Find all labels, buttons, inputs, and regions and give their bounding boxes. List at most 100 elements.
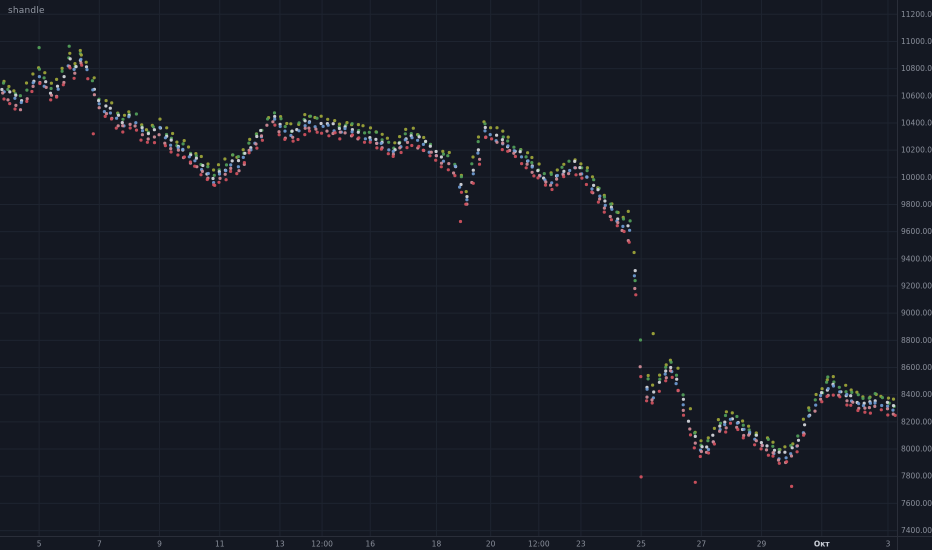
data-dot-upper-band: [562, 162, 566, 166]
data-dot-close: [610, 207, 614, 211]
data-dot-mid-light: [765, 444, 769, 448]
data-dot-mid-light: [777, 450, 781, 454]
data-dot-low-soft: [49, 93, 54, 97]
data-dot-close: [115, 116, 119, 120]
data-dot-high: [315, 116, 319, 120]
data-dot-upper-band: [165, 126, 169, 130]
time-axis[interactable]: 5 7 9 11 13 12:00 16 18 20 12:00 23 25 27 29 Окт 3: [37, 540, 891, 549]
outlier-dot: [212, 183, 216, 187]
data-dot-mid-light: [428, 144, 432, 148]
data-dot-mid-light: [705, 445, 709, 449]
data-dot-upper-band: [127, 110, 131, 114]
data-dot-upper-band: [688, 407, 693, 411]
data-dot-upper-band: [825, 378, 829, 382]
data-dot-upper-band: [356, 123, 360, 127]
indicator-label[interactable]: shandle: [8, 6, 45, 16]
data-dot-mid-light: [686, 419, 691, 423]
data-dot-low: [375, 146, 379, 150]
data-dot-high: [121, 117, 125, 121]
data-dot-close: [845, 392, 849, 397]
data-dot-low-soft: [447, 162, 451, 166]
data-dot-upper-band: [646, 373, 650, 378]
data-dot-upper-band: [724, 410, 729, 414]
data-dot-low: [182, 155, 186, 159]
data-dot-mid-light: [290, 129, 294, 133]
outlier-dot: [458, 219, 463, 224]
data-dot-low: [229, 169, 233, 173]
data-dot-low: [555, 183, 559, 187]
data-dot-low: [622, 229, 626, 234]
data-dot-low: [459, 190, 464, 194]
data-dot-high: [236, 155, 240, 159]
data-dot-close: [421, 142, 425, 146]
data-dot-low: [103, 114, 107, 118]
outlier-dot: [790, 484, 794, 488]
price-axis[interactable]: 11200.00 11000.00 10800.00 10600.00 10400.00…: [901, 10, 932, 535]
data-dot-low-soft: [452, 171, 456, 175]
price-axis-label: 8000.00: [901, 445, 932, 454]
data-dot-low: [825, 394, 829, 399]
data-dot-low: [650, 401, 654, 405]
data-dot-low-soft: [578, 172, 583, 176]
data-dot-mid-light: [500, 138, 504, 142]
data-dot-upper-band: [447, 150, 451, 155]
data-dot-low-soft: [650, 398, 654, 402]
data-dot-close: [706, 447, 711, 452]
data-dot-low: [399, 150, 403, 155]
data-dot-high: [585, 169, 589, 173]
data-dot-low: [307, 129, 312, 133]
data-dot-mid-light: [120, 121, 124, 125]
time-axis-label: 20: [486, 540, 496, 549]
data-dot-high: [813, 398, 817, 402]
data-dot-low: [434, 158, 438, 162]
data-dot-high: [621, 217, 626, 221]
data-dot-low: [609, 218, 614, 222]
data-dot-high: [542, 172, 546, 176]
data-dot-high: [476, 140, 480, 144]
data-dot-upper-band: [171, 131, 175, 136]
time-axis-label: 27: [697, 540, 707, 549]
price-axis-label: 9600.00: [901, 227, 932, 236]
data-dot-high: [297, 121, 301, 125]
data-dot-high: [446, 154, 450, 158]
data-dot-mid-light: [146, 132, 150, 136]
data-dot-close: [819, 393, 823, 398]
data-dot-close: [550, 181, 554, 185]
data-dot-low: [728, 421, 733, 425]
data-dot-low: [163, 144, 167, 148]
data-dot-mid-light: [108, 106, 112, 110]
data-dot-high: [279, 117, 283, 121]
data-dot-high: [18, 94, 22, 98]
data-dot-high: [6, 87, 10, 91]
data-dot-low-soft: [169, 147, 173, 151]
data-dot-upper-band: [814, 392, 818, 397]
data-dot-close: [555, 173, 560, 178]
data-dot-low: [845, 403, 849, 407]
data-dot-upper-band: [84, 60, 88, 64]
data-dot-low-soft: [343, 131, 347, 135]
data-dot-high: [549, 172, 553, 176]
data-dot-low-soft: [693, 441, 697, 445]
data-dot-upper-band: [73, 62, 77, 66]
data-dot-close: [391, 149, 395, 154]
data-dot-upper-band: [248, 137, 252, 141]
data-dot-low: [273, 123, 277, 127]
data-dot-low: [152, 141, 157, 145]
data-dot-high: [524, 155, 528, 159]
data-dot-high: [602, 195, 607, 199]
data-dot-low: [86, 77, 90, 81]
data-dot-upper-band: [651, 383, 655, 387]
data-dot-high: [194, 154, 198, 158]
data-dot-high: [560, 165, 564, 169]
data-dot-low: [849, 403, 853, 407]
data-dot-mid-light: [718, 424, 722, 428]
data-dot-upper-band: [716, 418, 721, 422]
data-dot-high: [266, 117, 270, 121]
data-dot-mid-light: [255, 134, 259, 139]
data-dot-low: [176, 153, 180, 157]
data-dot-low: [506, 149, 510, 153]
data-dot-low-soft: [229, 166, 233, 170]
data-dot-low: [55, 95, 59, 99]
data-dot-close: [471, 172, 475, 176]
